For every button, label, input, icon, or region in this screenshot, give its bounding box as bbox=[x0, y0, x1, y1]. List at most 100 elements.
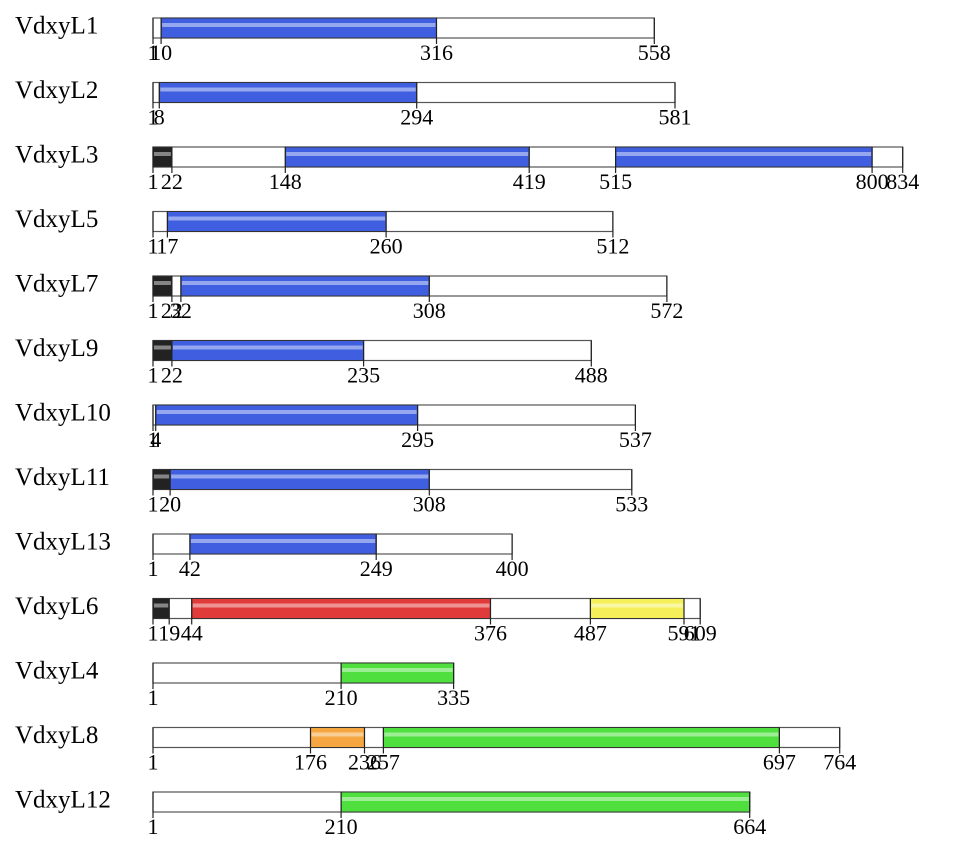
position-label: 764 bbox=[823, 750, 856, 775]
protein-name: VdxyL8 bbox=[15, 722, 98, 749]
position-label: 591 bbox=[668, 621, 701, 646]
domain-highlight bbox=[192, 603, 490, 608]
position-label: 19 bbox=[158, 621, 180, 646]
protein-name: VdxyL10 bbox=[15, 400, 111, 427]
protein-row: VdxyL2 18 294 581 bbox=[15, 77, 692, 129]
position-label: 1 bbox=[148, 105, 159, 130]
protein-row: VdxyL10 14 295 537 bbox=[15, 400, 652, 452]
domain bbox=[615, 146, 873, 168]
domain bbox=[310, 727, 365, 748]
protein-row: VdxyL5 117 260 512 bbox=[15, 206, 629, 258]
position-label: 44 bbox=[181, 621, 203, 646]
domain-highlight bbox=[384, 732, 779, 737]
position-label: 1 bbox=[148, 234, 159, 259]
position-label: 558 bbox=[638, 40, 671, 65]
position-label: 1 bbox=[148, 40, 159, 65]
position-label: 295 bbox=[401, 427, 434, 452]
position-label: 22 bbox=[161, 298, 183, 323]
domain bbox=[589, 598, 685, 619]
domain bbox=[160, 17, 437, 39]
domain bbox=[152, 340, 173, 361]
position-label: 697 bbox=[763, 750, 796, 775]
position-label: 308 bbox=[413, 298, 446, 323]
position-label: 8 bbox=[154, 105, 165, 130]
protein-name: VdxyL11 bbox=[15, 464, 110, 491]
position-label: 4 bbox=[150, 427, 161, 452]
position-label: 376 bbox=[474, 621, 507, 646]
domain-highlight bbox=[171, 474, 429, 479]
domain bbox=[382, 727, 780, 748]
domain-highlight bbox=[154, 281, 171, 285]
position-label: 210 bbox=[325, 814, 358, 839]
domain-highlight bbox=[154, 345, 171, 350]
protein-name: VdxyL4 bbox=[15, 658, 99, 685]
protein-name: VdxyL6 bbox=[15, 593, 98, 620]
domain bbox=[284, 146, 530, 168]
domain-highlight bbox=[181, 281, 429, 285]
domain-highlight bbox=[162, 23, 436, 27]
position-label: 1 bbox=[148, 363, 159, 388]
position-label: 488 bbox=[575, 363, 608, 388]
position-label: 419 bbox=[513, 169, 546, 194]
domain bbox=[152, 146, 173, 168]
position-label: 335 bbox=[437, 685, 470, 710]
domain-highlight bbox=[172, 345, 363, 350]
position-label: 17 bbox=[156, 234, 178, 259]
domain-highlight bbox=[154, 152, 171, 156]
protein-name: VdxyL7 bbox=[15, 271, 98, 298]
position-label: 176 bbox=[294, 750, 327, 775]
domain-highlight bbox=[160, 87, 416, 92]
position-label: 1 bbox=[148, 427, 159, 452]
position-label: 537 bbox=[619, 427, 652, 452]
protein-name: VdxyL3 bbox=[15, 142, 98, 169]
position-label: 22 bbox=[161, 363, 183, 388]
domain bbox=[340, 662, 455, 684]
position-label: 800 bbox=[856, 169, 889, 194]
domain-highlight bbox=[190, 539, 376, 543]
position-label: 1 bbox=[148, 750, 159, 775]
protein-row: VdxyL12 1 210 664 bbox=[15, 787, 766, 839]
domain bbox=[152, 469, 171, 490]
position-label: 210 bbox=[325, 685, 358, 710]
domain-highlight bbox=[168, 216, 386, 221]
position-label: 249 bbox=[360, 556, 393, 581]
protein-name: VdxyL1 bbox=[15, 13, 98, 40]
protein-row: VdxyL4 1 210 335 bbox=[15, 658, 470, 710]
domain-highlight bbox=[286, 152, 529, 156]
position-label: 235 bbox=[347, 363, 380, 388]
position-label: 260 bbox=[370, 234, 403, 259]
domain bbox=[158, 82, 418, 103]
domain bbox=[171, 340, 365, 361]
position-label: 294 bbox=[400, 105, 433, 130]
position-label: 22 bbox=[161, 169, 183, 194]
domain bbox=[191, 598, 491, 619]
domain bbox=[155, 404, 419, 426]
position-label: 664 bbox=[733, 814, 766, 839]
domain bbox=[152, 598, 170, 619]
domain-highlight bbox=[154, 603, 169, 608]
position-label: 42 bbox=[179, 556, 201, 581]
position-label: 581 bbox=[659, 105, 692, 130]
position-label: 609 bbox=[684, 621, 717, 646]
domain-highlight bbox=[311, 732, 364, 737]
protein-name: VdxyL9 bbox=[15, 335, 98, 362]
position-label: 148 bbox=[269, 169, 302, 194]
position-label: 316 bbox=[420, 40, 453, 65]
position-label: 257 bbox=[367, 750, 400, 775]
protein-name: VdxyL5 bbox=[15, 206, 98, 233]
position-label: 20 bbox=[159, 492, 181, 517]
domain-highlight bbox=[342, 797, 749, 801]
position-label: 236 bbox=[348, 750, 381, 775]
position-label: 1 bbox=[148, 814, 159, 839]
position-label: 515 bbox=[599, 169, 632, 194]
protein-name: VdxyL13 bbox=[15, 529, 111, 556]
domain bbox=[180, 275, 430, 297]
position-label: 1 bbox=[148, 556, 159, 581]
position-label: 1 bbox=[148, 298, 159, 323]
domain-highlight bbox=[154, 474, 170, 479]
position-label: 32 bbox=[170, 298, 192, 323]
